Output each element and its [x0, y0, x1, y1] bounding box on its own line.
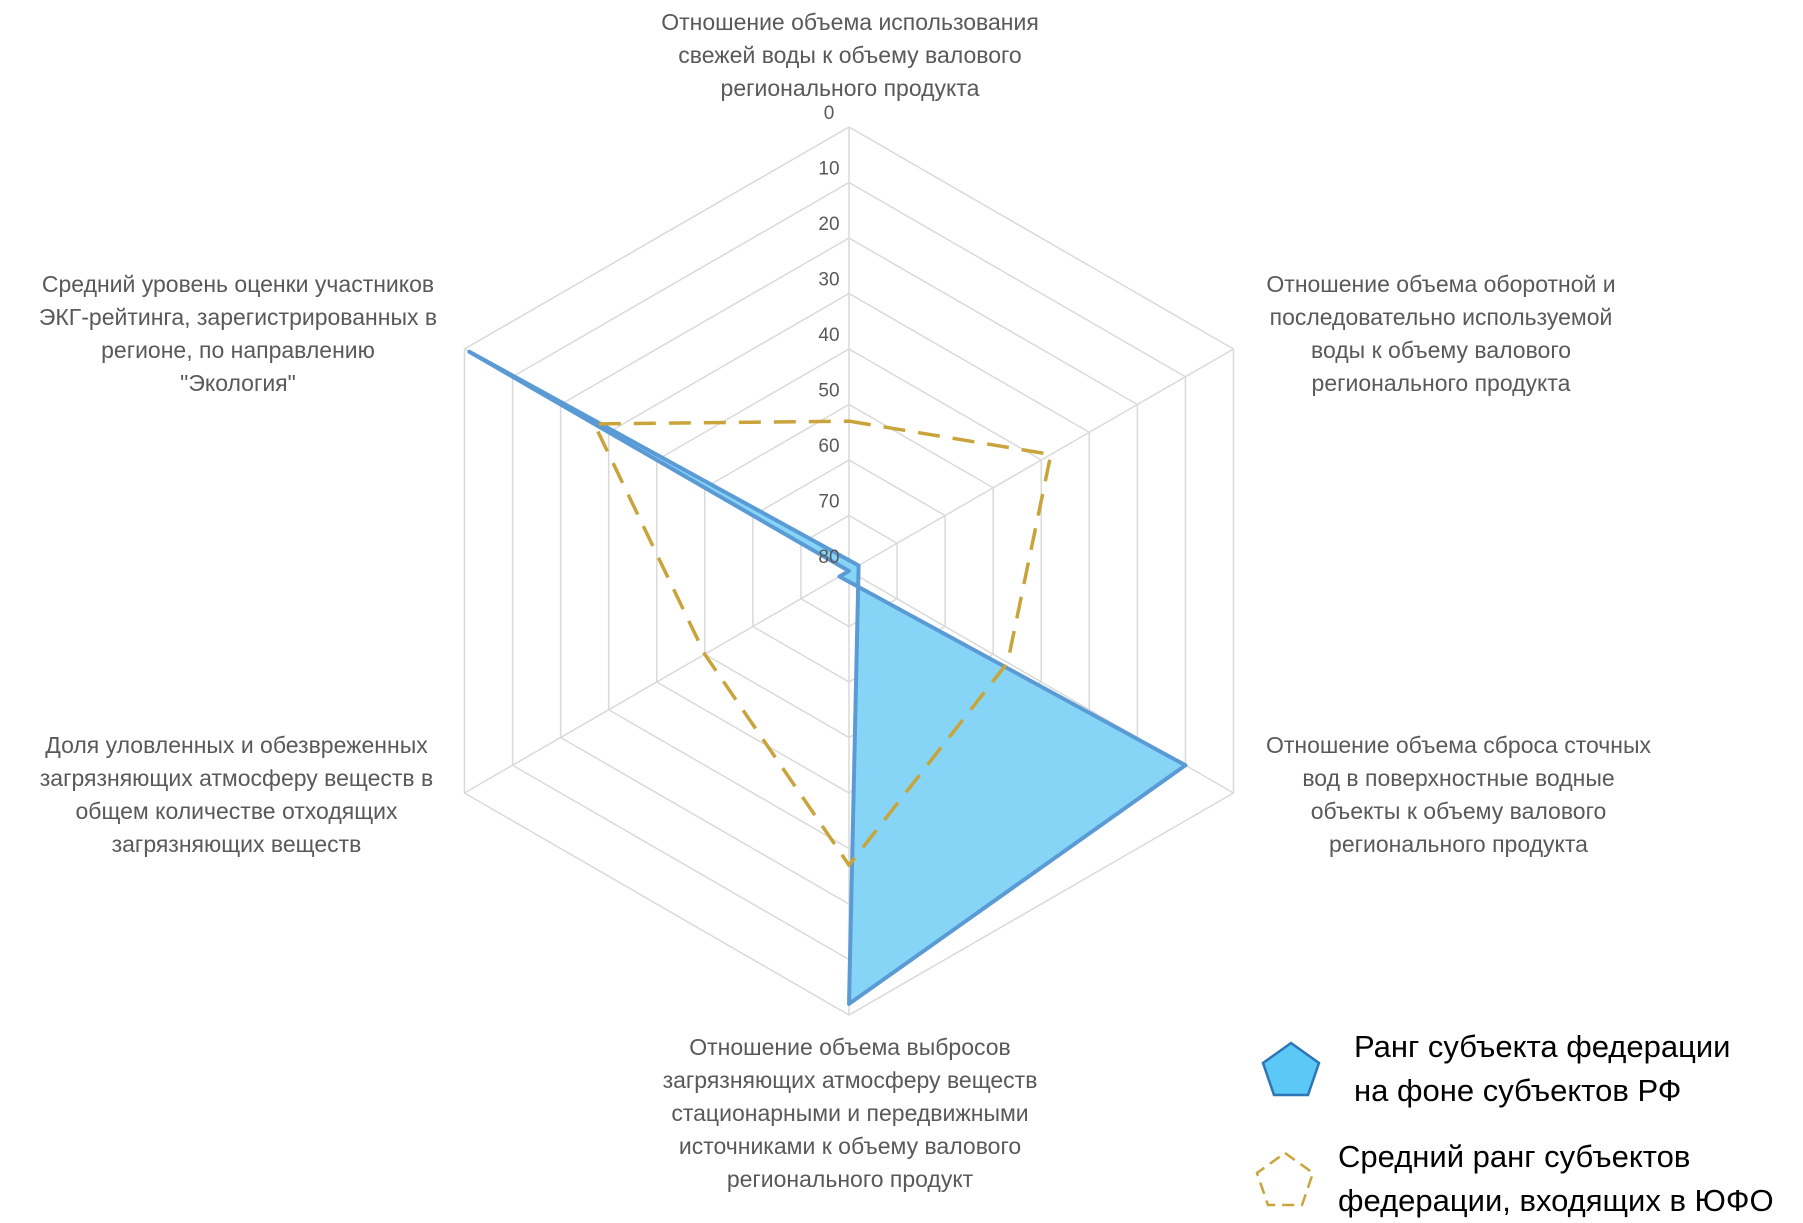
dashed-pentagon-icon	[1255, 1151, 1315, 1207]
category-label-ekg-rating: Средний уровень оценки участников ЭКГ-ре…	[38, 271, 438, 396]
tick-label-80: 80	[818, 547, 839, 568]
tick-label-0: 0	[824, 103, 835, 124]
tick-label-30: 30	[818, 270, 839, 291]
tick-label-10: 10	[818, 159, 839, 180]
legend-label-average-rank: Средний ранг субъектов федерации, входящ…	[1338, 1139, 1774, 1218]
category-label-fresh-water: Отношение объема использования свежей во…	[661, 9, 1039, 101]
grid-spoke-4	[464, 570, 850, 794]
tick-label-60: 60	[818, 436, 839, 457]
legend-label-region-rank: Ранг субъекта федерации на фоне субъекто…	[1354, 1029, 1731, 1108]
legend-item-average-rank: Средний ранг субъектов федерации, входящ…	[1252, 1135, 1774, 1223]
grid-spoke-1	[848, 348, 1234, 572]
category-label-wastewater-discharge: Отношение объема сброса сточных вод в по…	[1266, 732, 1651, 857]
category-label-air-emissions: Отношение объема выбросов загрязняющих а…	[662, 1034, 1038, 1192]
tick-label-20: 20	[818, 214, 839, 235]
legend-item-region-rank: Ранг субъекта федерации на фоне субъекто…	[1258, 1025, 1731, 1113]
tick-label-40: 40	[818, 325, 839, 346]
pentagon-icon	[1261, 1041, 1321, 1097]
category-label-recycled-water: Отношение объема оборотной и последовате…	[1266, 271, 1616, 396]
radial-tick-labels: 0 10 20 30 40 50 60 70 80	[818, 103, 839, 568]
series-line-1	[592, 419, 1053, 867]
tick-label-50: 50	[818, 381, 839, 402]
series-area-0	[467, 349, 1188, 1006]
tick-label-70: 70	[818, 492, 839, 513]
category-label-captured-pollutants: Доля уловленных и обезвреженных загрязня…	[39, 732, 434, 857]
radar-series	[467, 349, 1188, 1006]
